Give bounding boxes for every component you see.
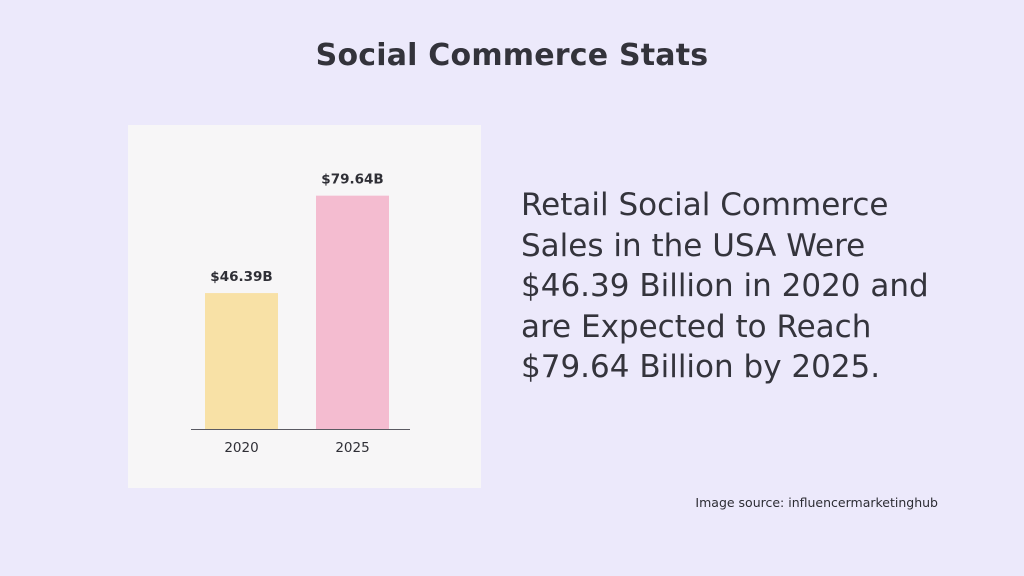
bar-2025 [316,195,389,429]
slide-title: Social Commerce Stats [315,38,709,73]
category-label-2025: 2025 [335,440,369,456]
image-source-caption: Image source: influencermarketinghub [695,495,938,510]
category-label-2020: 2020 [224,440,258,456]
chart-card: $46.39B 2020 $79.64B 2025 [128,125,481,488]
bar-2020 [205,293,278,429]
bar-chart: $46.39B 2020 $79.64B 2025 [191,172,410,456]
bar-value-label-2025: $79.64B [321,172,383,188]
bar-value-label-2020: $46.39B [210,269,272,285]
stat-description: Retail Social Commerce Sales in the USA … [521,187,929,385]
